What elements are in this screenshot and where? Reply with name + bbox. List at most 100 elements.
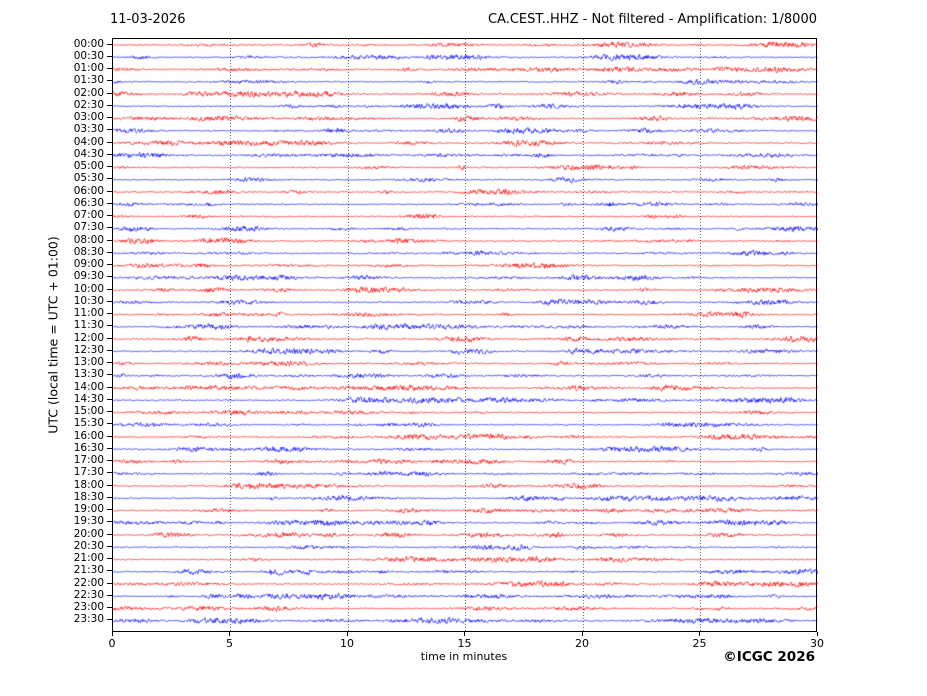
y-tick-mark: [107, 141, 112, 143]
y-tick-mark: [107, 202, 112, 204]
y-tick-mark: [107, 68, 112, 69]
y-tick-label: 11:00: [73, 307, 104, 319]
y-tick-label: 19:30: [73, 515, 104, 528]
y-tick-mark: [107, 43, 112, 45]
y-tick-mark: [107, 362, 112, 363]
copyright-text: ©ICGC 2026: [723, 649, 815, 665]
y-tick-mark: [107, 349, 112, 351]
y-tick-label: 14:30: [73, 392, 104, 405]
y-tick-mark: [107, 607, 112, 608]
y-tick-label: 07:00: [73, 209, 104, 221]
x-tick-mark: [111, 632, 113, 636]
y-tick-label: 23:00: [73, 601, 104, 613]
x-tick-label: 5: [226, 637, 233, 650]
y-tick-label: 09:30: [73, 270, 104, 283]
y-tick-mark: [107, 435, 112, 437]
y-tick-mark: [107, 496, 112, 498]
y-tick-mark: [107, 570, 112, 572]
y-tick-mark: [107, 251, 112, 253]
y-tick-mark: [107, 447, 112, 449]
y-tick-mark: [107, 374, 112, 376]
y-tick-mark: [107, 472, 112, 474]
y-tick-mark: [107, 215, 112, 216]
y-tick-label: 20:00: [73, 527, 104, 540]
y-tick-mark: [107, 300, 112, 302]
y-tick-label: 01:30: [73, 74, 104, 87]
y-tick-mark: [107, 398, 112, 400]
y-tick-mark: [107, 239, 112, 241]
y-tick-label: 23:30: [73, 613, 104, 626]
y-tick-mark: [107, 190, 112, 192]
y-tick-mark: [107, 594, 112, 596]
y-tick-label: 02:30: [73, 98, 104, 111]
y-tick-mark: [107, 92, 112, 94]
y-tick-label: 08:00: [73, 233, 104, 246]
y-tick-mark: [107, 325, 112, 327]
y-tick-label: 04:30: [73, 147, 104, 160]
y-tick-mark: [107, 104, 112, 106]
y-tick-mark: [107, 558, 112, 559]
y-tick-label: 16:00: [73, 429, 104, 442]
y-tick-label: 08:30: [73, 245, 104, 258]
y-tick-label: 15:30: [73, 417, 104, 430]
y-tick-label: 03:00: [73, 111, 104, 123]
y-tick-label: 19:00: [73, 503, 104, 515]
y-tick-mark: [107, 276, 112, 278]
x-tick-mark: [816, 632, 818, 636]
x-tick-label: 25: [692, 637, 707, 650]
y-tick-label: 03:30: [73, 123, 104, 136]
y-tick-mark: [107, 129, 112, 131]
y-tick-label: 16:30: [73, 441, 104, 454]
x-tick-label: 30: [810, 637, 824, 650]
y-tick-label: 17:00: [73, 454, 104, 466]
y-tick-label: 09:00: [73, 258, 104, 270]
y-tick-label: 17:30: [73, 466, 104, 479]
x-tick-label: 15: [457, 637, 472, 650]
y-tick-mark: [107, 509, 112, 510]
y-tick-label: 20:30: [73, 539, 104, 552]
y-tick-mark: [107, 313, 112, 314]
y-tick-label: 13:30: [73, 368, 104, 381]
y-tick-label: 12:00: [73, 331, 104, 344]
y-tick-label: 14:00: [73, 380, 104, 393]
y-tick-mark: [107, 619, 112, 621]
y-tick-mark: [107, 411, 112, 412]
station-title: CA.CEST..HHZ - Not filtered - Amplificat…: [487, 12, 817, 27]
y-tick-mark: [107, 386, 112, 388]
y-tick-mark: [107, 423, 112, 425]
y-tick-label: 18:00: [73, 478, 104, 491]
y-tick-mark: [107, 545, 112, 547]
y-tick-mark: [107, 264, 112, 265]
plot-area: [112, 38, 818, 633]
y-tick-label: 02:00: [73, 86, 104, 99]
y-tick-mark: [107, 484, 112, 486]
y-tick-mark: [107, 178, 112, 180]
x-tick-label: 20: [575, 637, 589, 650]
y-tick-mark: [107, 80, 112, 82]
y-tick-label: 22:00: [73, 576, 104, 589]
x-tick-label: 0: [108, 637, 116, 650]
date-title: 11-03-2026: [110, 12, 186, 27]
y-tick-label: 07:30: [73, 221, 104, 234]
y-tick-label: 01:00: [73, 62, 104, 74]
y-tick-mark: [107, 460, 112, 461]
y-tick-label: 13:00: [73, 356, 104, 368]
y-tick-label: 00:30: [73, 49, 104, 62]
y-tick-label: 21:00: [73, 552, 104, 564]
y-tick-mark: [107, 166, 112, 167]
y-tick-label: 10:00: [73, 282, 104, 295]
y-tick-label: 18:30: [73, 490, 104, 503]
y-tick-label: 05:00: [73, 160, 104, 172]
y-tick-mark: [107, 582, 112, 584]
x-tick-mark: [464, 632, 465, 636]
y-tick-mark: [107, 521, 112, 523]
y-tick-label: 11:30: [73, 319, 104, 332]
y-tick-mark: [107, 153, 112, 155]
y-tick-mark: [107, 533, 112, 535]
x-tick-mark: [581, 632, 583, 636]
x-tick-mark: [346, 632, 348, 636]
y-tick-mark: [107, 288, 112, 290]
y-tick-label: 12:30: [73, 343, 104, 356]
y-tick-mark: [107, 117, 112, 118]
